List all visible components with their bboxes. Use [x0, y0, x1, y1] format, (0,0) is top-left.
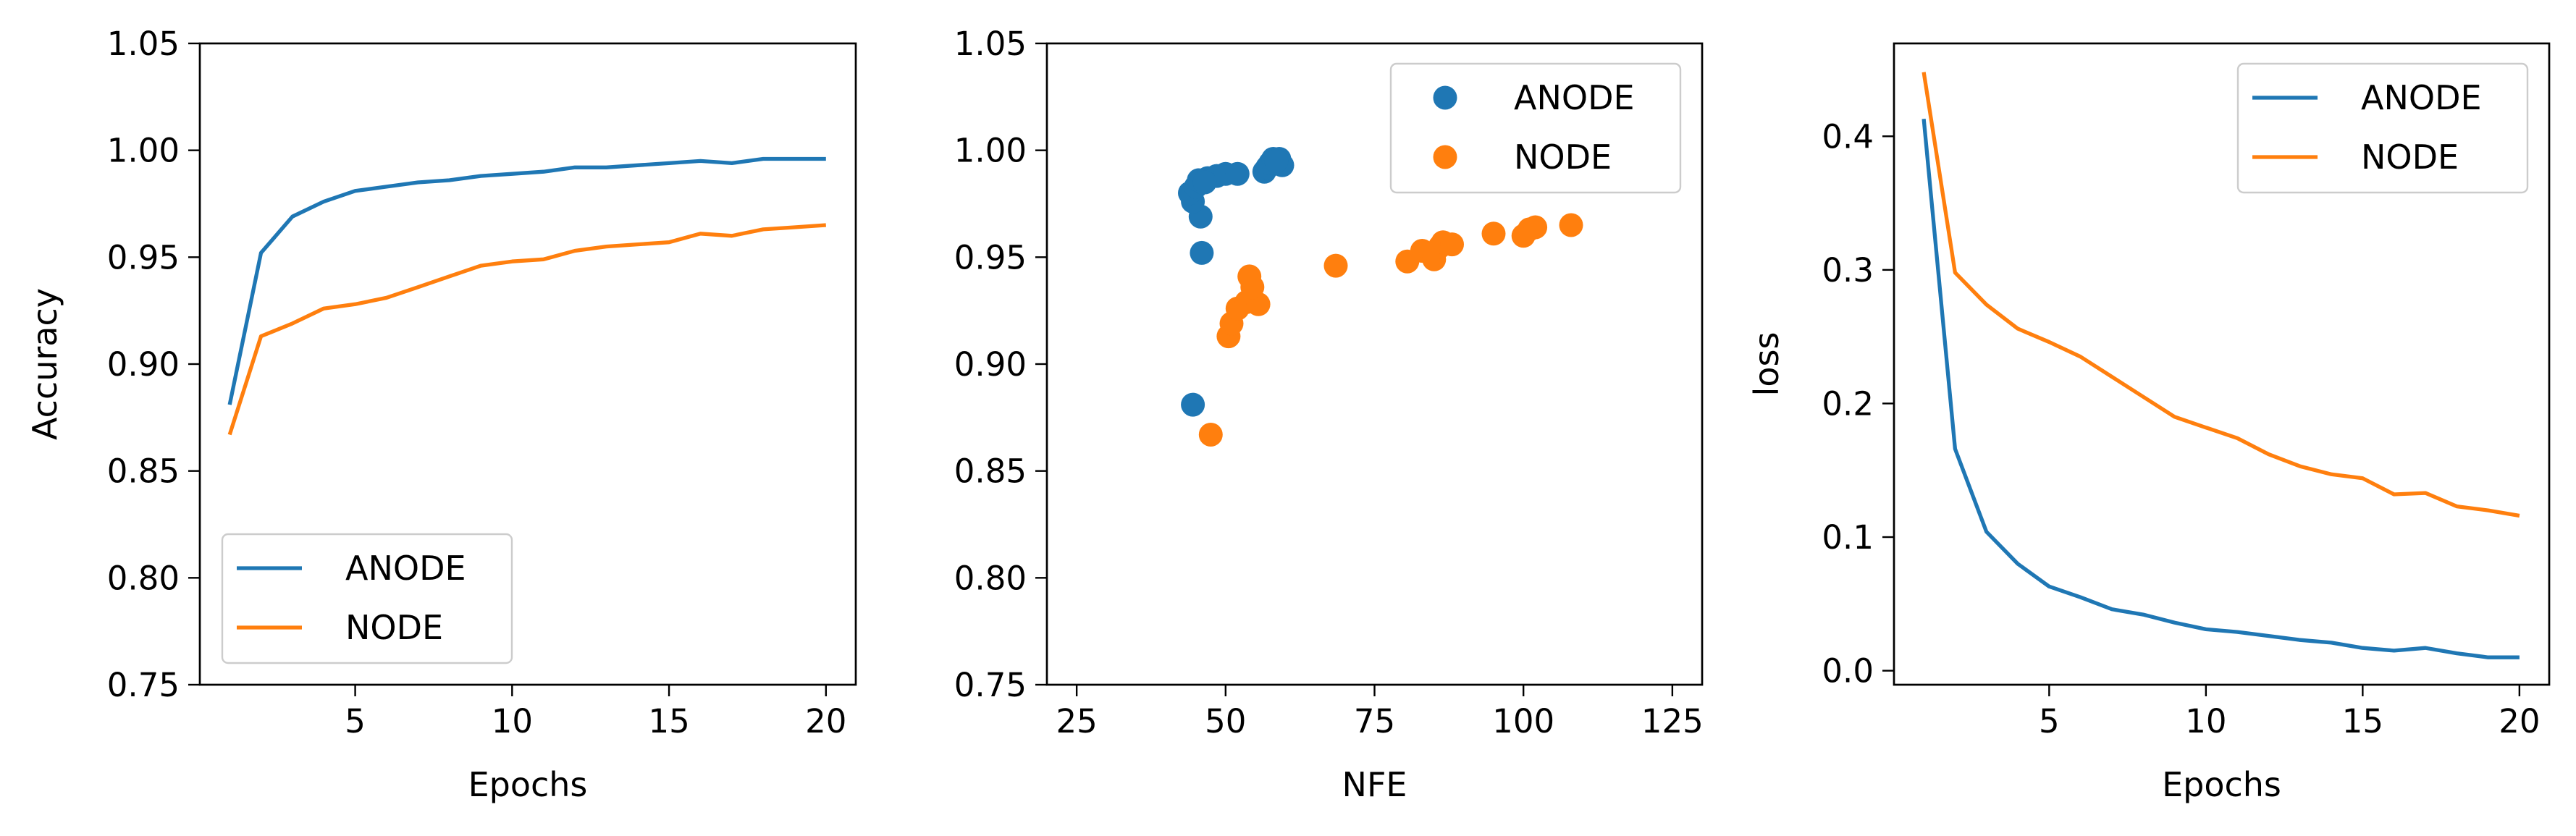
y-tick-label: 0.80	[107, 559, 180, 597]
data-point-node	[1481, 221, 1506, 246]
x-tick-label: 20	[2499, 702, 2540, 740]
series-line-node	[227, 223, 826, 436]
legend-swatch-anode	[1433, 85, 1457, 110]
y-tick-label: 0.90	[954, 345, 1027, 384]
series-line-anode	[227, 156, 826, 405]
x-tick-label: 5	[2039, 702, 2060, 740]
y-tick-label: 0.4	[1822, 117, 1874, 156]
x-tick-label: 10	[492, 702, 533, 740]
y-tick-label: 0.1	[1822, 518, 1874, 557]
legend-label-node: NODE	[1514, 138, 1612, 177]
y-tick-label: 0.2	[1822, 384, 1874, 423]
series-points-node	[1198, 213, 1583, 447]
y-tick-label: 0.0	[1822, 652, 1874, 691]
data-point-anode	[1225, 161, 1250, 186]
x-tick-label: 15	[2342, 702, 2383, 740]
series-line-node	[1922, 72, 2520, 518]
x-axis-label: NFE	[1342, 765, 1407, 804]
data-point-anode	[1192, 170, 1217, 195]
data-point-node	[1559, 213, 1583, 237]
x-axis-label: Epochs	[2162, 765, 2281, 804]
data-point-node	[1323, 253, 1348, 278]
x-tick-label: 50	[1205, 702, 1246, 740]
y-tick-label: 0.75	[954, 666, 1027, 704]
series-group	[1922, 72, 2520, 659]
series-group	[227, 156, 826, 436]
y-axis-label: Accuracy	[25, 288, 64, 440]
y-tick-label: 0.75	[107, 666, 180, 704]
y-tick-label: 1.05	[107, 25, 180, 63]
x-tick-label: 15	[648, 702, 689, 740]
y-tick-label: 1.00	[954, 132, 1027, 170]
legend-label-anode: ANODE	[345, 549, 466, 588]
legend: ANODE NODE	[2236, 62, 2529, 194]
x-axis-label: Epochs	[468, 765, 588, 804]
data-point-node	[1523, 215, 1548, 240]
series-line-anode	[1922, 119, 2520, 659]
legend: ANODE NODE	[1389, 62, 1682, 194]
legend-label-node: NODE	[345, 608, 443, 647]
y-tick-label: 1.00	[107, 132, 180, 170]
x-tick-label: 10	[2185, 702, 2226, 740]
y-tick-label: 0.90	[107, 345, 180, 384]
y-tick-label: 1.05	[954, 25, 1027, 63]
y-tick-label: 0.3	[1822, 251, 1874, 290]
x-tick-label: 25	[1056, 702, 1098, 740]
chart-panel-3: 5 10 15 20 0.0 0.1 0.2 0.3 0.4 Epochs loss ANODE NOD…	[1747, 42, 2551, 804]
y-tick-label: 0.85	[954, 452, 1027, 491]
x-tick-label: 20	[805, 702, 846, 740]
y-tick-label: 0.85	[107, 452, 180, 491]
legend-label-anode: ANODE	[2361, 78, 2482, 117]
y-axis-label: loss	[1747, 332, 1786, 397]
legend-label-anode: ANODE	[1514, 78, 1635, 117]
chart-panel-1: 5 10 15 20 0.75 0.80 0.85 0.90 0.95 1.00 1.05 Epoch…	[25, 25, 857, 804]
legend: ANODE NODE	[221, 533, 513, 664]
data-point-node	[1237, 264, 1262, 289]
legend-label-node: NODE	[2361, 138, 2459, 177]
data-point-node	[1440, 232, 1464, 257]
series-group	[1178, 147, 1583, 447]
x-tick-label: 100	[1492, 702, 1554, 740]
axes-frame	[1893, 42, 2551, 686]
x-tick-label: 125	[1641, 702, 1704, 740]
legend-frame	[1389, 62, 1682, 194]
legend-swatch-node	[1433, 145, 1457, 169]
y-tick-label: 0.95	[954, 238, 1027, 276]
data-point-node	[1198, 423, 1223, 447]
chart-panel-2: 25 50 75 100 125 0.75 0.80 0.85 0.90 0.95 1.00 1.05…	[954, 25, 1704, 804]
data-point-anode	[1181, 392, 1205, 417]
x-tick-label: 75	[1354, 702, 1395, 740]
series-points-anode	[1178, 147, 1295, 417]
data-point-anode	[1190, 240, 1214, 265]
y-tick-label: 0.95	[107, 238, 180, 276]
data-point-anode	[1264, 148, 1289, 173]
y-tick-label: 0.80	[954, 559, 1027, 597]
x-tick-label: 5	[345, 702, 366, 740]
